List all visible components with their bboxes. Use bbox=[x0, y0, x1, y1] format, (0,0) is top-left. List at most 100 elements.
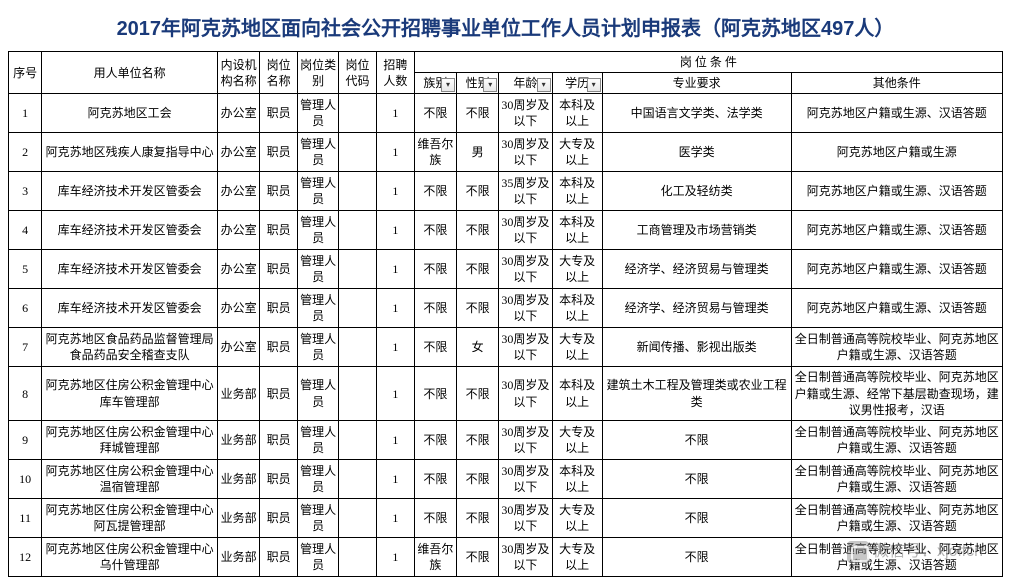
cell-other: 阿克苏地区户籍或生源、汉语答题 bbox=[791, 250, 1002, 289]
cell-category: 管理人员 bbox=[298, 250, 339, 289]
cell-employer: 阿克苏地区住房公积金管理中心温宿管理部 bbox=[42, 459, 218, 498]
cell-gender: 不限 bbox=[456, 498, 498, 537]
cell-category: 管理人员 bbox=[298, 94, 339, 133]
filter-icon[interactable]: ▾ bbox=[587, 78, 601, 92]
table-row: 2阿克苏地区残疾人康复指导中心办公室职员管理人员1维吾尔族男30周岁及以下大专及… bbox=[9, 133, 1003, 172]
cell-count: 1 bbox=[376, 459, 414, 498]
cell-category: 管理人员 bbox=[298, 289, 339, 328]
filter-icon[interactable]: ▾ bbox=[537, 78, 551, 92]
filter-icon[interactable]: ▾ bbox=[483, 78, 497, 92]
cell-post: 职员 bbox=[260, 94, 298, 133]
cell-ethnic: 不限 bbox=[414, 367, 456, 421]
cell-employer: 阿克苏地区住房公积金管理中心乌什管理部 bbox=[42, 537, 218, 576]
cell-ethnic: 维吾尔族 bbox=[414, 537, 456, 576]
cell-post: 职员 bbox=[260, 133, 298, 172]
cell-employer: 阿克苏地区住房公积金管理中心库车管理部 bbox=[42, 367, 218, 421]
cell-ethnic: 不限 bbox=[414, 459, 456, 498]
page-title: 2017年阿克苏地区面向社会公开招聘事业单位工作人员计划申报表（阿克苏地区497… bbox=[8, 12, 1003, 41]
cell-major: 工商管理及市场营销类 bbox=[602, 211, 791, 250]
cell-post: 职员 bbox=[260, 498, 298, 537]
cell-seq: 3 bbox=[9, 172, 42, 211]
cell-seq: 10 bbox=[9, 459, 42, 498]
cell-count: 1 bbox=[376, 133, 414, 172]
cell-edu: 本科及以上 bbox=[552, 211, 602, 250]
cell-major: 建筑土木工程及管理类或农业工程类 bbox=[602, 367, 791, 421]
cell-seq: 5 bbox=[9, 250, 42, 289]
cell-other: 全日制普通高等院校毕业、阿克苏地区户籍或生源、汉语答题 bbox=[791, 498, 1002, 537]
col-code: 岗位代码 bbox=[339, 52, 377, 94]
cell-dept: 业务部 bbox=[218, 367, 260, 421]
cell-major: 不限 bbox=[602, 459, 791, 498]
cell-employer: 库车经济技术开发区管委会 bbox=[42, 250, 218, 289]
table-row: 1阿克苏地区工会办公室职员管理人员1不限不限30周岁及以下本科及以上中国语言文学… bbox=[9, 94, 1003, 133]
cell-ethnic: 维吾尔族 bbox=[414, 133, 456, 172]
cell-post: 职员 bbox=[260, 250, 298, 289]
cell-major: 不限 bbox=[602, 498, 791, 537]
cell-category: 管理人员 bbox=[298, 459, 339, 498]
cell-major: 不限 bbox=[602, 537, 791, 576]
cell-code bbox=[339, 328, 377, 367]
cell-count: 1 bbox=[376, 250, 414, 289]
cell-edu: 大专及以上 bbox=[552, 537, 602, 576]
table-header: 序号 用人单位名称 内设机构名称 岗位名称 岗位类别 岗位代码 招聘人数 岗 位… bbox=[9, 52, 1003, 94]
cell-code bbox=[339, 289, 377, 328]
cell-count: 1 bbox=[376, 289, 414, 328]
cell-gender: 不限 bbox=[456, 459, 498, 498]
cell-ethnic: 不限 bbox=[414, 328, 456, 367]
col-seq: 序号 bbox=[9, 52, 42, 94]
cell-count: 1 bbox=[376, 172, 414, 211]
cell-code bbox=[339, 367, 377, 421]
cell-age: 30周岁及以下 bbox=[499, 459, 552, 498]
cell-dept: 业务部 bbox=[218, 459, 260, 498]
table-row: 8阿克苏地区住房公积金管理中心库车管理部业务部职员管理人员1不限不限30周岁及以… bbox=[9, 367, 1003, 421]
cell-seq: 1 bbox=[9, 94, 42, 133]
filter-icon[interactable]: ▾ bbox=[441, 78, 455, 92]
cell-ethnic: 不限 bbox=[414, 289, 456, 328]
cell-employer: 库车经济技术开发区管委会 bbox=[42, 172, 218, 211]
cell-count: 1 bbox=[376, 498, 414, 537]
cell-major: 经济学、经济贸易与管理类 bbox=[602, 289, 791, 328]
cell-post: 职员 bbox=[260, 420, 298, 459]
col-ethnic: 族别 ▾ bbox=[414, 73, 456, 94]
cell-major: 中国语言文学类、法学类 bbox=[602, 94, 791, 133]
cell-other: 阿克苏地区户籍或生源、汉语答题 bbox=[791, 289, 1002, 328]
cell-code bbox=[339, 172, 377, 211]
cell-dept: 办公室 bbox=[218, 211, 260, 250]
cell-ethnic: 不限 bbox=[414, 498, 456, 537]
col-age-label: 年龄 bbox=[513, 76, 537, 90]
cell-post: 职员 bbox=[260, 172, 298, 211]
cell-employer: 库车经济技术开发区管委会 bbox=[42, 289, 218, 328]
col-dept: 内设机构名称 bbox=[218, 52, 260, 94]
cell-edu: 大专及以上 bbox=[552, 498, 602, 537]
col-age: 年龄 ▾ bbox=[499, 73, 552, 94]
table-row: 4库车经济技术开发区管委会办公室职员管理人员1不限不限30周岁及以下本科及以上工… bbox=[9, 211, 1003, 250]
col-employer: 用人单位名称 bbox=[42, 52, 218, 94]
cell-employer: 阿克苏地区住房公积金管理中心拜城管理部 bbox=[42, 420, 218, 459]
cell-other: 阿克苏地区户籍或生源、汉语答题 bbox=[791, 172, 1002, 211]
cell-other: 全日制普通高等院校毕业、阿克苏地区户籍或生源、汉语答题 bbox=[791, 459, 1002, 498]
cell-dept: 办公室 bbox=[218, 94, 260, 133]
cell-post: 职员 bbox=[260, 289, 298, 328]
cell-seq: 4 bbox=[9, 211, 42, 250]
cell-gender: 男 bbox=[456, 133, 498, 172]
cell-post: 职员 bbox=[260, 459, 298, 498]
cell-employer: 库车经济技术开发区管委会 bbox=[42, 211, 218, 250]
col-cond-group: 岗 位 条 件 bbox=[414, 52, 1002, 73]
cell-dept: 业务部 bbox=[218, 420, 260, 459]
cell-edu: 本科及以上 bbox=[552, 367, 602, 421]
cell-age: 30周岁及以下 bbox=[499, 133, 552, 172]
col-edu-label: 学历 bbox=[565, 76, 589, 90]
cell-gender: 不限 bbox=[456, 537, 498, 576]
cell-age: 30周岁及以下 bbox=[499, 367, 552, 421]
table-row: 3库车经济技术开发区管委会办公室职员管理人员1不限不限35周岁及以下本科及以上化… bbox=[9, 172, 1003, 211]
cell-category: 管理人员 bbox=[298, 328, 339, 367]
cell-post: 职员 bbox=[260, 367, 298, 421]
cell-dept: 办公室 bbox=[218, 250, 260, 289]
cell-major: 不限 bbox=[602, 420, 791, 459]
cell-category: 管理人员 bbox=[298, 420, 339, 459]
cell-other: 阿克苏地区户籍或生源 bbox=[791, 133, 1002, 172]
cell-seq: 12 bbox=[9, 537, 42, 576]
cell-edu: 本科及以上 bbox=[552, 172, 602, 211]
cell-dept: 办公室 bbox=[218, 328, 260, 367]
cell-other: 全日制普通高等院校毕业、阿克苏地区户籍或生源、经常下基层勘查现场，建议男性报考，… bbox=[791, 367, 1002, 421]
